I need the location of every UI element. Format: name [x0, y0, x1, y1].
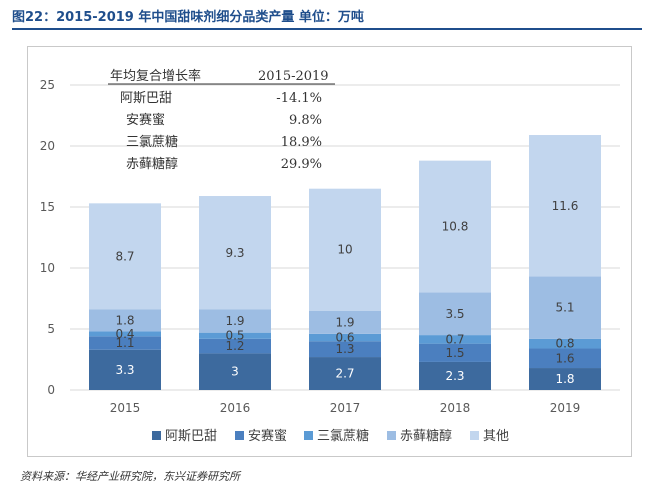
- cagr-row-value: 18.9%: [281, 135, 322, 150]
- bar-segment: [89, 309, 161, 332]
- title-rule: [12, 28, 642, 30]
- x-tick-label: 2015: [110, 401, 141, 415]
- y-tick-label: 5: [47, 322, 55, 336]
- data-label: 3: [231, 365, 239, 379]
- y-tick-label: 15: [40, 200, 55, 214]
- bar-segment: [419, 292, 491, 336]
- legend-swatch: [387, 431, 396, 440]
- y-tick-label: 0: [47, 383, 55, 397]
- y-axis-ticks: 0 5 10 15 20 25: [40, 78, 55, 397]
- bar-segment: [529, 348, 601, 369]
- legend-swatch: [470, 431, 479, 440]
- data-label: 1.6: [555, 351, 574, 365]
- data-label: 11.6: [552, 199, 579, 213]
- bar-segment: [309, 357, 381, 390]
- data-label: 10.8: [442, 220, 469, 234]
- bar-segment: [199, 309, 271, 333]
- cagr-table: 年均复合增长率 2015-2019 阿斯巴甜 -14.1% 安赛蜜 9.8% 三氯蔗糖 18.…: [108, 68, 335, 172]
- legend-swatch: [304, 431, 313, 440]
- data-label: 0.5: [225, 329, 244, 343]
- data-label: 8.7: [115, 249, 134, 263]
- cagr-header-label: 年均复合增长率: [110, 68, 201, 84]
- data-label: 1.3: [335, 342, 354, 356]
- x-tick-label: 2019: [550, 401, 581, 415]
- data-label: 9.3: [225, 246, 244, 260]
- bar-segment: [199, 338, 271, 354]
- y-tick-label: 20: [40, 139, 55, 153]
- bar-segment: [309, 310, 381, 334]
- y-tick-label: 10: [40, 261, 55, 275]
- bar-segment: [419, 361, 491, 390]
- bar-segment: [309, 333, 381, 342]
- bar-segment: [309, 188, 381, 311]
- data-label: 0.7: [445, 332, 464, 346]
- data-label: 2.7: [335, 367, 354, 381]
- legend-swatch: [235, 431, 244, 440]
- cagr-row-value: -14.1%: [276, 91, 322, 106]
- data-label: 1.8: [555, 372, 574, 386]
- bar-segment: [199, 196, 271, 310]
- x-tick-label: 2018: [440, 401, 471, 415]
- data-label: 0.8: [555, 337, 574, 351]
- data-labels: 3.31.10.41.88.731.20.51.99.32.71.30.61.9…: [115, 199, 578, 386]
- bar-segment: [89, 349, 161, 390]
- legend-label: 阿斯巴甜: [165, 428, 217, 444]
- y-tick-label: 25: [40, 78, 55, 92]
- data-label: 1.5: [445, 346, 464, 360]
- legend-label: 安赛蜜: [248, 428, 287, 444]
- data-label: 1.8: [115, 313, 134, 327]
- cagr-header-period: 2015-2019: [258, 69, 329, 84]
- bar-segment: [529, 368, 601, 390]
- data-label: 0.4: [115, 327, 134, 341]
- legend-swatch: [152, 431, 161, 440]
- chart-frame: [27, 46, 632, 457]
- source-note: 资料来源：华经产业研究院，东兴证券研究所: [20, 470, 240, 483]
- bars: [89, 135, 601, 390]
- data-label: 5.1: [555, 301, 574, 315]
- bar-segment: [199, 332, 271, 339]
- bar-segment: [89, 336, 161, 350]
- x-axis-ticks: 2015 2016 2017 2018 2019: [110, 401, 581, 415]
- bar-segment: [89, 203, 161, 310]
- data-label: 0.6: [335, 331, 354, 345]
- data-label: 2.3: [445, 369, 464, 383]
- data-label: 1.1: [115, 336, 134, 350]
- bar-segment: [529, 338, 601, 349]
- legend-label: 三氯蔗糖: [317, 428, 369, 444]
- bar-segment: [309, 341, 381, 358]
- figure-title: 图22：2015-2019 年中国甜味剂细分品类产量 单位：万吨: [12, 10, 364, 25]
- bar-segment: [89, 331, 161, 337]
- x-tick-label: 2016: [220, 401, 251, 415]
- data-label: 1.9: [225, 314, 244, 328]
- data-label: 10: [337, 243, 352, 257]
- cagr-row-name: 阿斯巴甜: [120, 90, 172, 106]
- bar-segment: [419, 160, 491, 293]
- data-label: 1.2: [225, 339, 244, 353]
- cagr-row-value: 29.9%: [281, 157, 322, 172]
- cagr-row-value: 9.8%: [289, 113, 322, 128]
- data-label: 3.3: [115, 363, 134, 377]
- data-label: 3.5: [445, 307, 464, 321]
- legend-label: 其他: [483, 429, 509, 444]
- cagr-row-name: 赤藓糖醇: [126, 156, 178, 172]
- cagr-row-name: 安赛蜜: [126, 112, 165, 128]
- bar-segment: [199, 353, 271, 390]
- legend: 阿斯巴甜 安赛蜜 三氯蔗糖 赤藓糖醇 其他: [152, 428, 509, 444]
- data-label: 1.9: [335, 315, 354, 329]
- x-tick-label: 2017: [330, 401, 361, 415]
- legend-label: 赤藓糖醇: [400, 428, 452, 444]
- bar-segment: [529, 276, 601, 339]
- bar-segment: [419, 335, 491, 344]
- bar-segment: [419, 343, 491, 362]
- cagr-row-name: 三氯蔗糖: [126, 134, 178, 150]
- bar-segment: [529, 135, 601, 277]
